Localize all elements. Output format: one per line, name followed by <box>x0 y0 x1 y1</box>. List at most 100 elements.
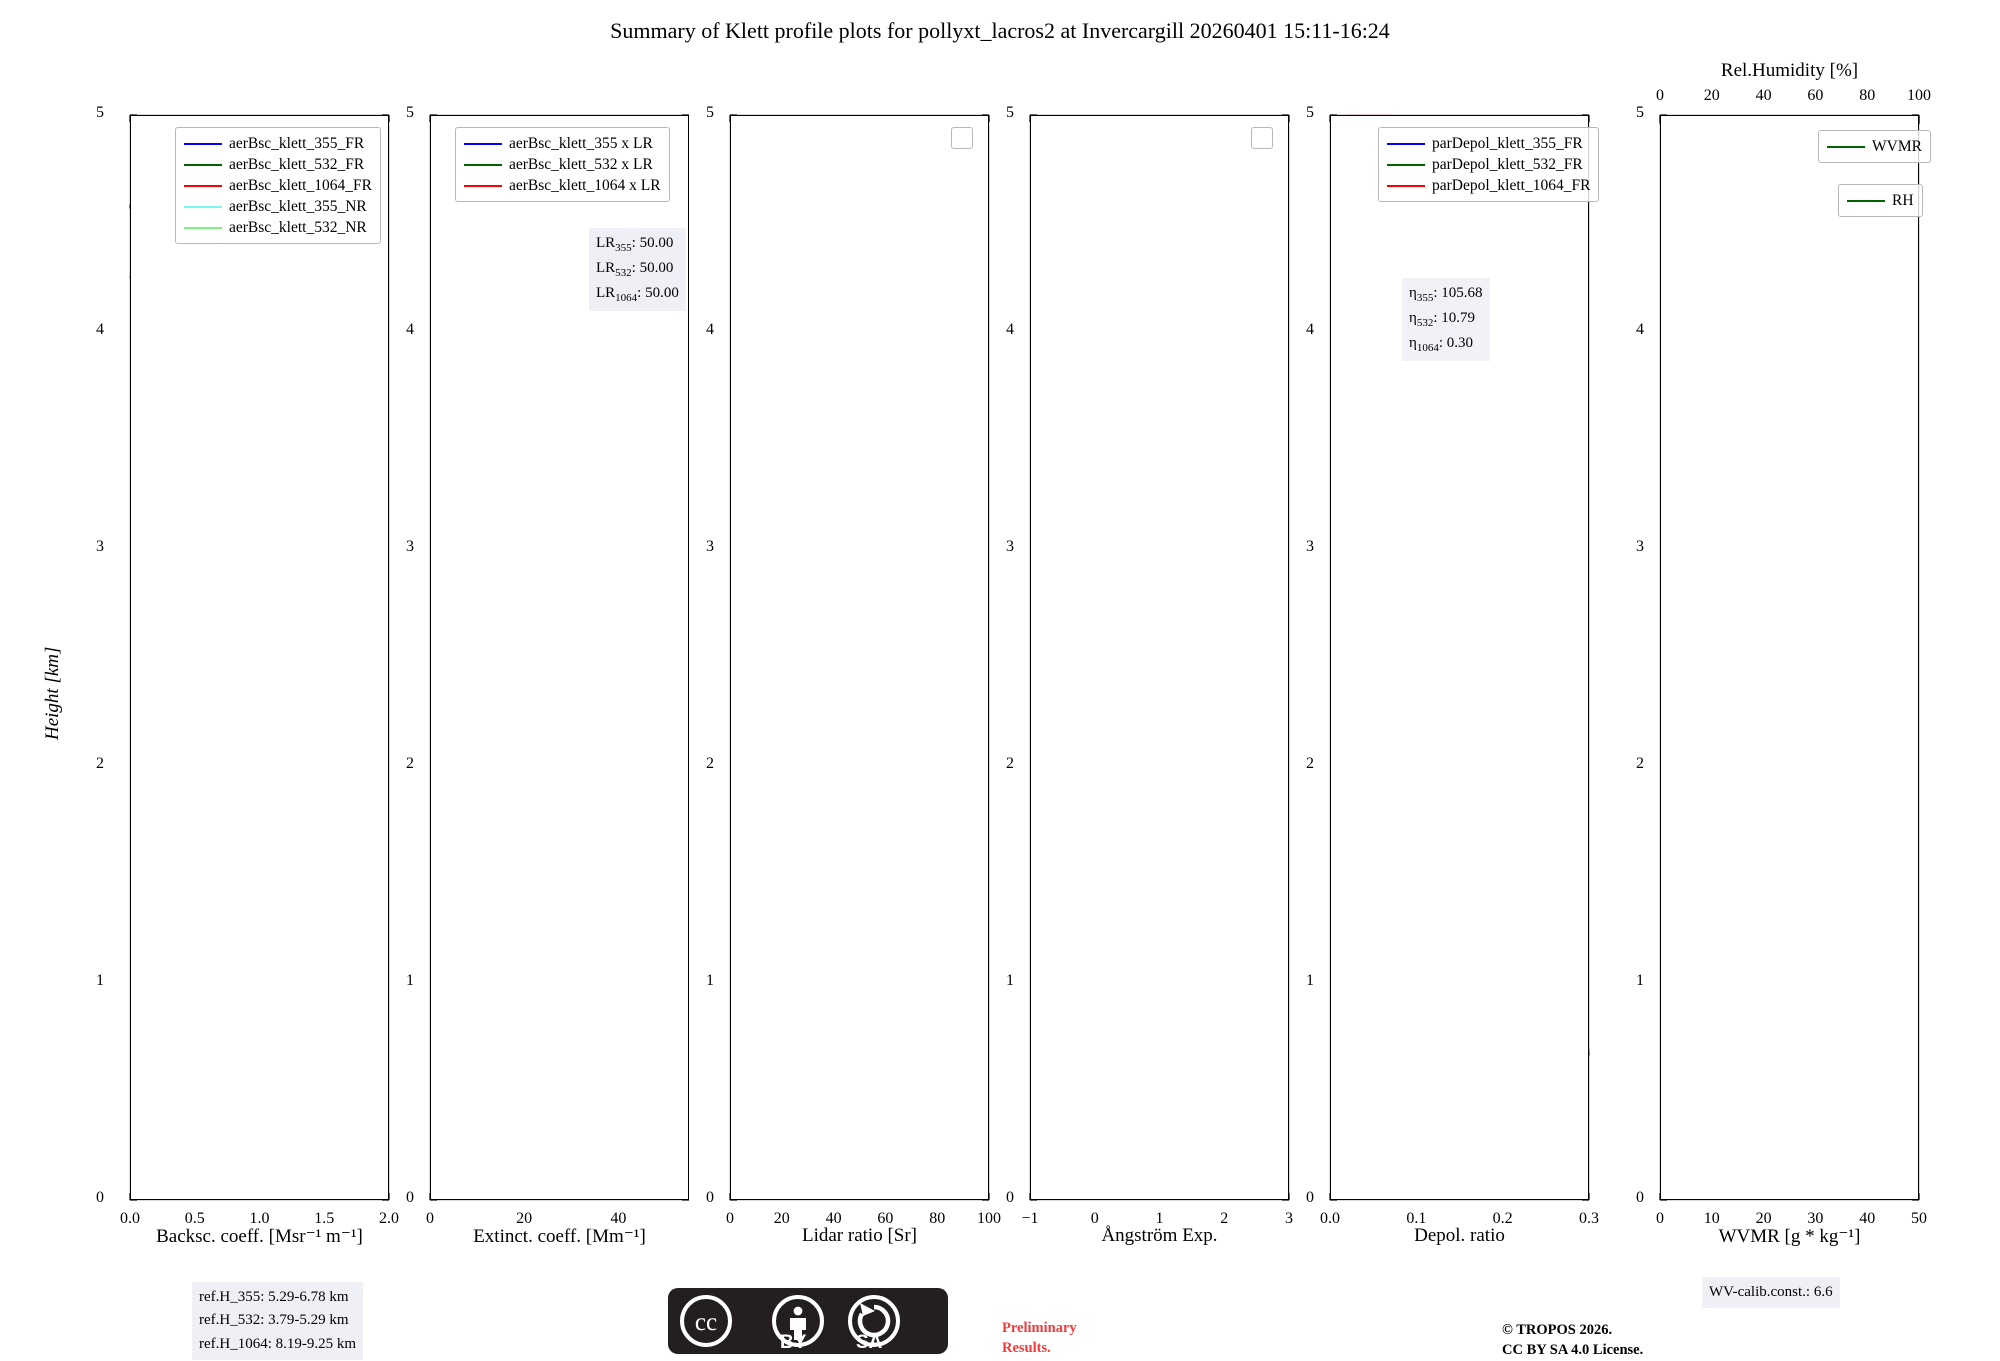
legend-swatch-dep532 <box>1387 163 1425 166</box>
y-tick-label: 5 <box>1636 104 1644 121</box>
legend-item: aerBsc_klett_1064_FR <box>184 175 372 196</box>
y-tick-label: 0 <box>96 1189 104 1206</box>
x-tick-label: −1 <box>1021 1210 1039 1227</box>
legend-label: aerBsc_klett_355_NR <box>229 197 367 215</box>
x-tick-label: 2 <box>1220 1210 1229 1227</box>
x-tick-label: 30 <box>1807 1210 1824 1227</box>
legend-swatch-532fr <box>184 163 222 166</box>
legend-item: aerBsc_klett_532_NR <box>184 217 372 238</box>
y-tick-label: 2 <box>1006 755 1014 772</box>
legend-swatch-ext532 <box>464 163 502 166</box>
panel5-xlabel: Depol. ratio <box>1414 1225 1505 1246</box>
legend-label: WVMR <box>1872 137 1922 155</box>
x-tick-label: 40 <box>825 1210 842 1227</box>
legend-swatch-355nr <box>184 205 222 208</box>
x-tick-label: 10 <box>1703 1210 1720 1227</box>
y-tick-label: 0 <box>1306 1189 1314 1206</box>
x-tick-label: 0 <box>1656 87 1664 104</box>
legend-swatch-ext355 <box>464 142 502 145</box>
copyright-notice: © TROPOS 2026. CC BY SA 4.0 License. <box>1502 1320 1643 1361</box>
y-tick-label: 1 <box>1306 972 1314 989</box>
y-tick-label: 1 <box>1636 972 1644 989</box>
y-tick-label: 3 <box>1006 538 1014 555</box>
legend-label: aerBsc_klett_532_NR <box>229 218 367 236</box>
x-tick-label: 1.0 <box>249 1210 270 1227</box>
x-tick-label: 40 <box>610 1210 627 1227</box>
legend-item: aerBsc_klett_355_NR <box>184 196 372 217</box>
copyright-line2: CC BY SA 4.0 License. <box>1502 1342 1644 1359</box>
x-tick-label: 50 <box>1911 1210 1927 1227</box>
preliminary-notice: Preliminary Results. <box>1002 1318 1077 1359</box>
legend-item: aerBsc_klett_532_FR <box>184 154 372 175</box>
legend-item: parDepol_klett_532_FR <box>1387 154 1590 175</box>
legend-label: aerBsc_klett_1064 x LR <box>509 176 661 194</box>
y-tick-label: 3 <box>706 538 714 555</box>
legend-item: aerBsc_klett_355_FR <box>184 133 372 154</box>
legend-label: aerBsc_klett_355_FR <box>229 134 365 152</box>
legend-swatch-532nr <box>184 226 222 229</box>
x-tick-label: 0.1 <box>1406 1210 1427 1227</box>
panel2-legend[interactable]: aerBsc_klett_355 x LR aerBsc_klett_532 x… <box>455 127 670 202</box>
x-tick-label: 100 <box>1907 87 1931 104</box>
y-tick-label: 4 <box>96 321 104 338</box>
y-tick-label: 2 <box>1636 755 1644 772</box>
panel4-xlabel: Ångström Exp. <box>1101 1225 1218 1246</box>
legend-wvmr[interactable]: WVMR <box>1818 130 1931 163</box>
y-tick-label: 0 <box>1006 1189 1014 1206</box>
y-tick-label: 3 <box>1636 538 1644 555</box>
panel2-xlabel: Extinct. coeff. [Mm⁻¹] <box>473 1226 646 1247</box>
legend-label: parDepol_klett_532_FR <box>1432 155 1583 173</box>
legend-swatch-355fr <box>184 142 222 145</box>
copyright-line1: © TROPOS 2026. <box>1502 1322 1613 1338</box>
x-tick-label: 0 <box>426 1210 434 1227</box>
y-tick-label: 2 <box>706 755 714 772</box>
cc-license-badge[interactable]: cc BY SA <box>668 1288 948 1354</box>
y-tick-label: 5 <box>1306 104 1314 121</box>
figure-title: Summary of Klett profile plots for polly… <box>610 18 1390 43</box>
y-tick-label: 3 <box>1306 538 1314 555</box>
x-tick-label: 20 <box>516 1210 533 1227</box>
legend-item: parDepol_klett_1064_FR <box>1387 175 1590 196</box>
lr-532: LR532: 50.00 <box>596 260 674 280</box>
legend-swatch-dep355 <box>1387 142 1425 145</box>
x-tick-label: 60 <box>877 1210 894 1227</box>
eta-532: η532: 10.79 <box>1409 310 1476 330</box>
panel1-legend[interactable]: aerBsc_klett_355_FR aerBsc_klett_532_FR … <box>175 127 381 244</box>
legend-swatch-wvmr <box>1827 145 1865 148</box>
legend-item: aerBsc_klett_532 x LR <box>464 154 661 175</box>
y-tick-label: 0 <box>406 1189 414 1206</box>
preliminary-line2: Results. <box>1002 1340 1051 1357</box>
legend-label: aerBsc_klett_532 x LR <box>509 155 653 173</box>
legend-item: RH <box>1847 190 1914 211</box>
legend-label: parDepol_klett_355_FR <box>1432 134 1583 152</box>
y-tick-label: 0 <box>1636 1189 1644 1206</box>
cc-sa-share-icon <box>848 1295 900 1347</box>
y-tick-label: 2 <box>96 755 104 772</box>
y-tick-label: 1 <box>706 972 714 989</box>
panel3-xlabel: Lidar ratio [Sr] <box>801 1225 917 1246</box>
legend-item: aerBsc_klett_355 x LR <box>464 133 661 154</box>
x-tick-label: 0 <box>1090 1210 1099 1227</box>
panel3-legend[interactable] <box>951 127 973 149</box>
y-tick-label: 4 <box>706 321 714 338</box>
x-tick-label: 40 <box>1755 87 1772 104</box>
x-tick-label: 80 <box>929 1210 946 1227</box>
refh-1064: ref.H_1064: 8.19-9.25 km <box>199 1335 357 1352</box>
cc-by-label: BY <box>780 1332 807 1353</box>
cc-logo-icon: cc <box>680 1295 732 1347</box>
x-tick-label: 0 <box>726 1210 734 1227</box>
x-tick-label: 60 <box>1807 87 1824 104</box>
legend-rh[interactable]: RH <box>1838 184 1923 217</box>
panel4-legend[interactable] <box>1251 127 1273 149</box>
x-tick-label: 0.0 <box>120 1210 140 1227</box>
legend-item: WVMR <box>1827 136 1922 157</box>
lr-1064: LR1064: 50.00 <box>596 285 679 305</box>
y-tick-label: 3 <box>406 538 414 555</box>
panel5-legend[interactable]: parDepol_klett_355_FR parDepol_klett_532… <box>1378 127 1600 202</box>
x-tick-label: 0.3 <box>1579 1210 1599 1227</box>
legend-item: aerBsc_klett_1064 x LR <box>464 175 661 196</box>
x-tick-label: 1 <box>1155 1210 1164 1227</box>
y-tick-label: 4 <box>406 321 414 338</box>
eta-355: η355: 105.68 <box>1409 285 1483 304</box>
